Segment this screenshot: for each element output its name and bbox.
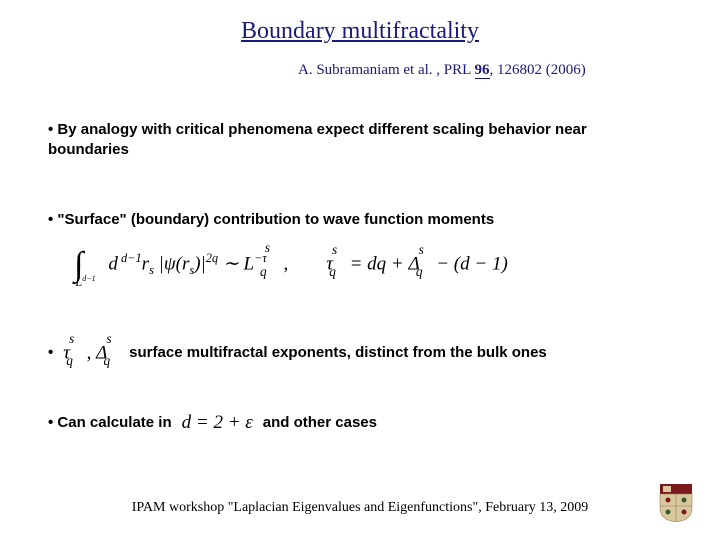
citation-volume: 96 — [475, 62, 490, 79]
bullet-2: • "Surface" (boundary) contribution to w… — [48, 210, 668, 230]
bullet-1: • By analogy with critical phenomena exp… — [48, 120, 668, 161]
citation-suffix: , 126802 (2006) — [490, 62, 586, 78]
bullet-4: • Can calculate in d = 2 + ε and other c… — [48, 410, 668, 436]
footer-text: IPAM workshop "Laplacian Eigenvalues and… — [0, 500, 720, 516]
slide-title: Boundary multifractality — [0, 0, 720, 45]
bullet-4-prefix: • Can calculate in — [48, 413, 172, 433]
bullet-3-text: surface multifractal exponents, distinct… — [129, 343, 547, 363]
citation-prefix: A. Subramaniam et al. , PRL — [298, 62, 475, 78]
bullet-3: • τsq , Δsq surface multifractal exponen… — [48, 338, 668, 368]
university-crest-icon — [656, 482, 696, 522]
equation-main: ∫Ld−1 d d−1rs |ψ(rs)|2q ∼ L−τsq , τsq = … — [74, 246, 508, 284]
bullet-4-suffix: and other cases — [263, 413, 377, 433]
math-dimension: d = 2 + ε — [172, 410, 263, 436]
citation: A. Subramaniam et al. , PRL 96, 126802 (… — [298, 62, 586, 79]
math-exponents: τsq , Δsq — [53, 338, 129, 368]
